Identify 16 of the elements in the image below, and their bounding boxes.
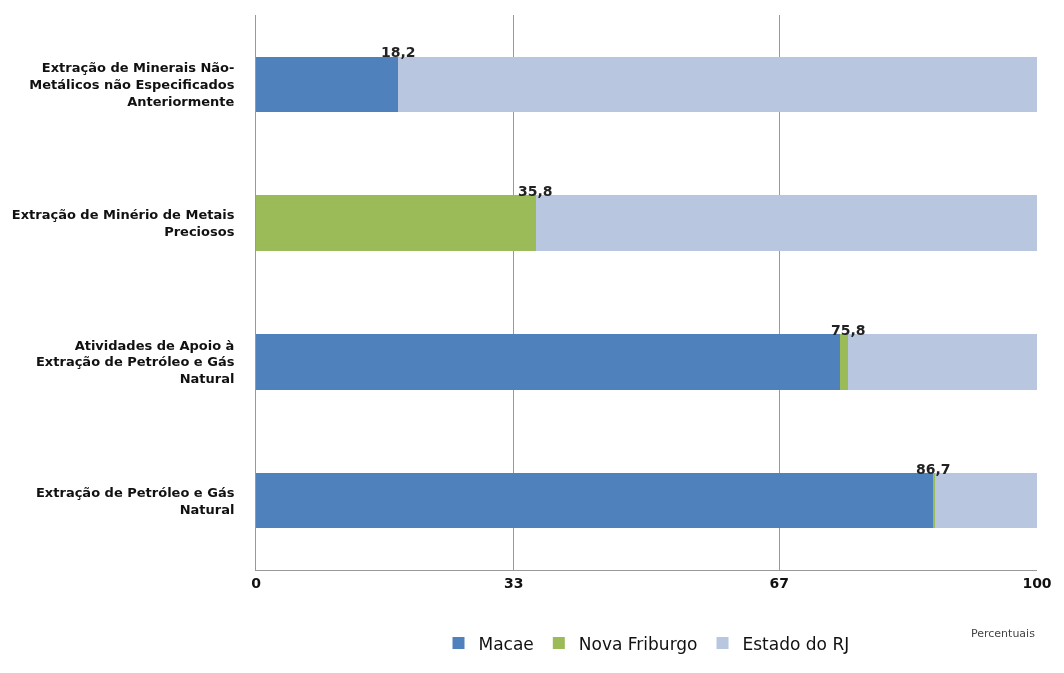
x-tick-label: 100	[1022, 574, 1052, 591]
y-tick-label: Atividades de Apoio à Extração de Petróleo e Gás Natural	[35, 337, 235, 387]
annotation: 18,2	[381, 44, 416, 60]
annotation: 75,8	[831, 322, 866, 338]
x-tick-label: 67	[769, 574, 790, 591]
legend-label: Macae	[478, 633, 534, 654]
legend-label: Nova Friburgo	[578, 633, 698, 654]
annotation: 35,8	[518, 183, 553, 199]
y-tick-label: Extração de Minerais Não-Metálicos não Especificados Anteriormente	[29, 60, 235, 109]
y-tick-label: Extração de Petróleo e Gás Natural	[35, 484, 235, 517]
annotation: 86,7	[916, 461, 951, 477]
legend-label: Estado do RJ	[742, 633, 850, 654]
x-tick-label: 0	[251, 574, 262, 591]
y-tick-label: Extração de Minério de Metais Preciosos	[11, 207, 235, 240]
x-axis-title: Percentuais	[971, 627, 1036, 640]
x-tick-label: 33	[503, 574, 524, 591]
